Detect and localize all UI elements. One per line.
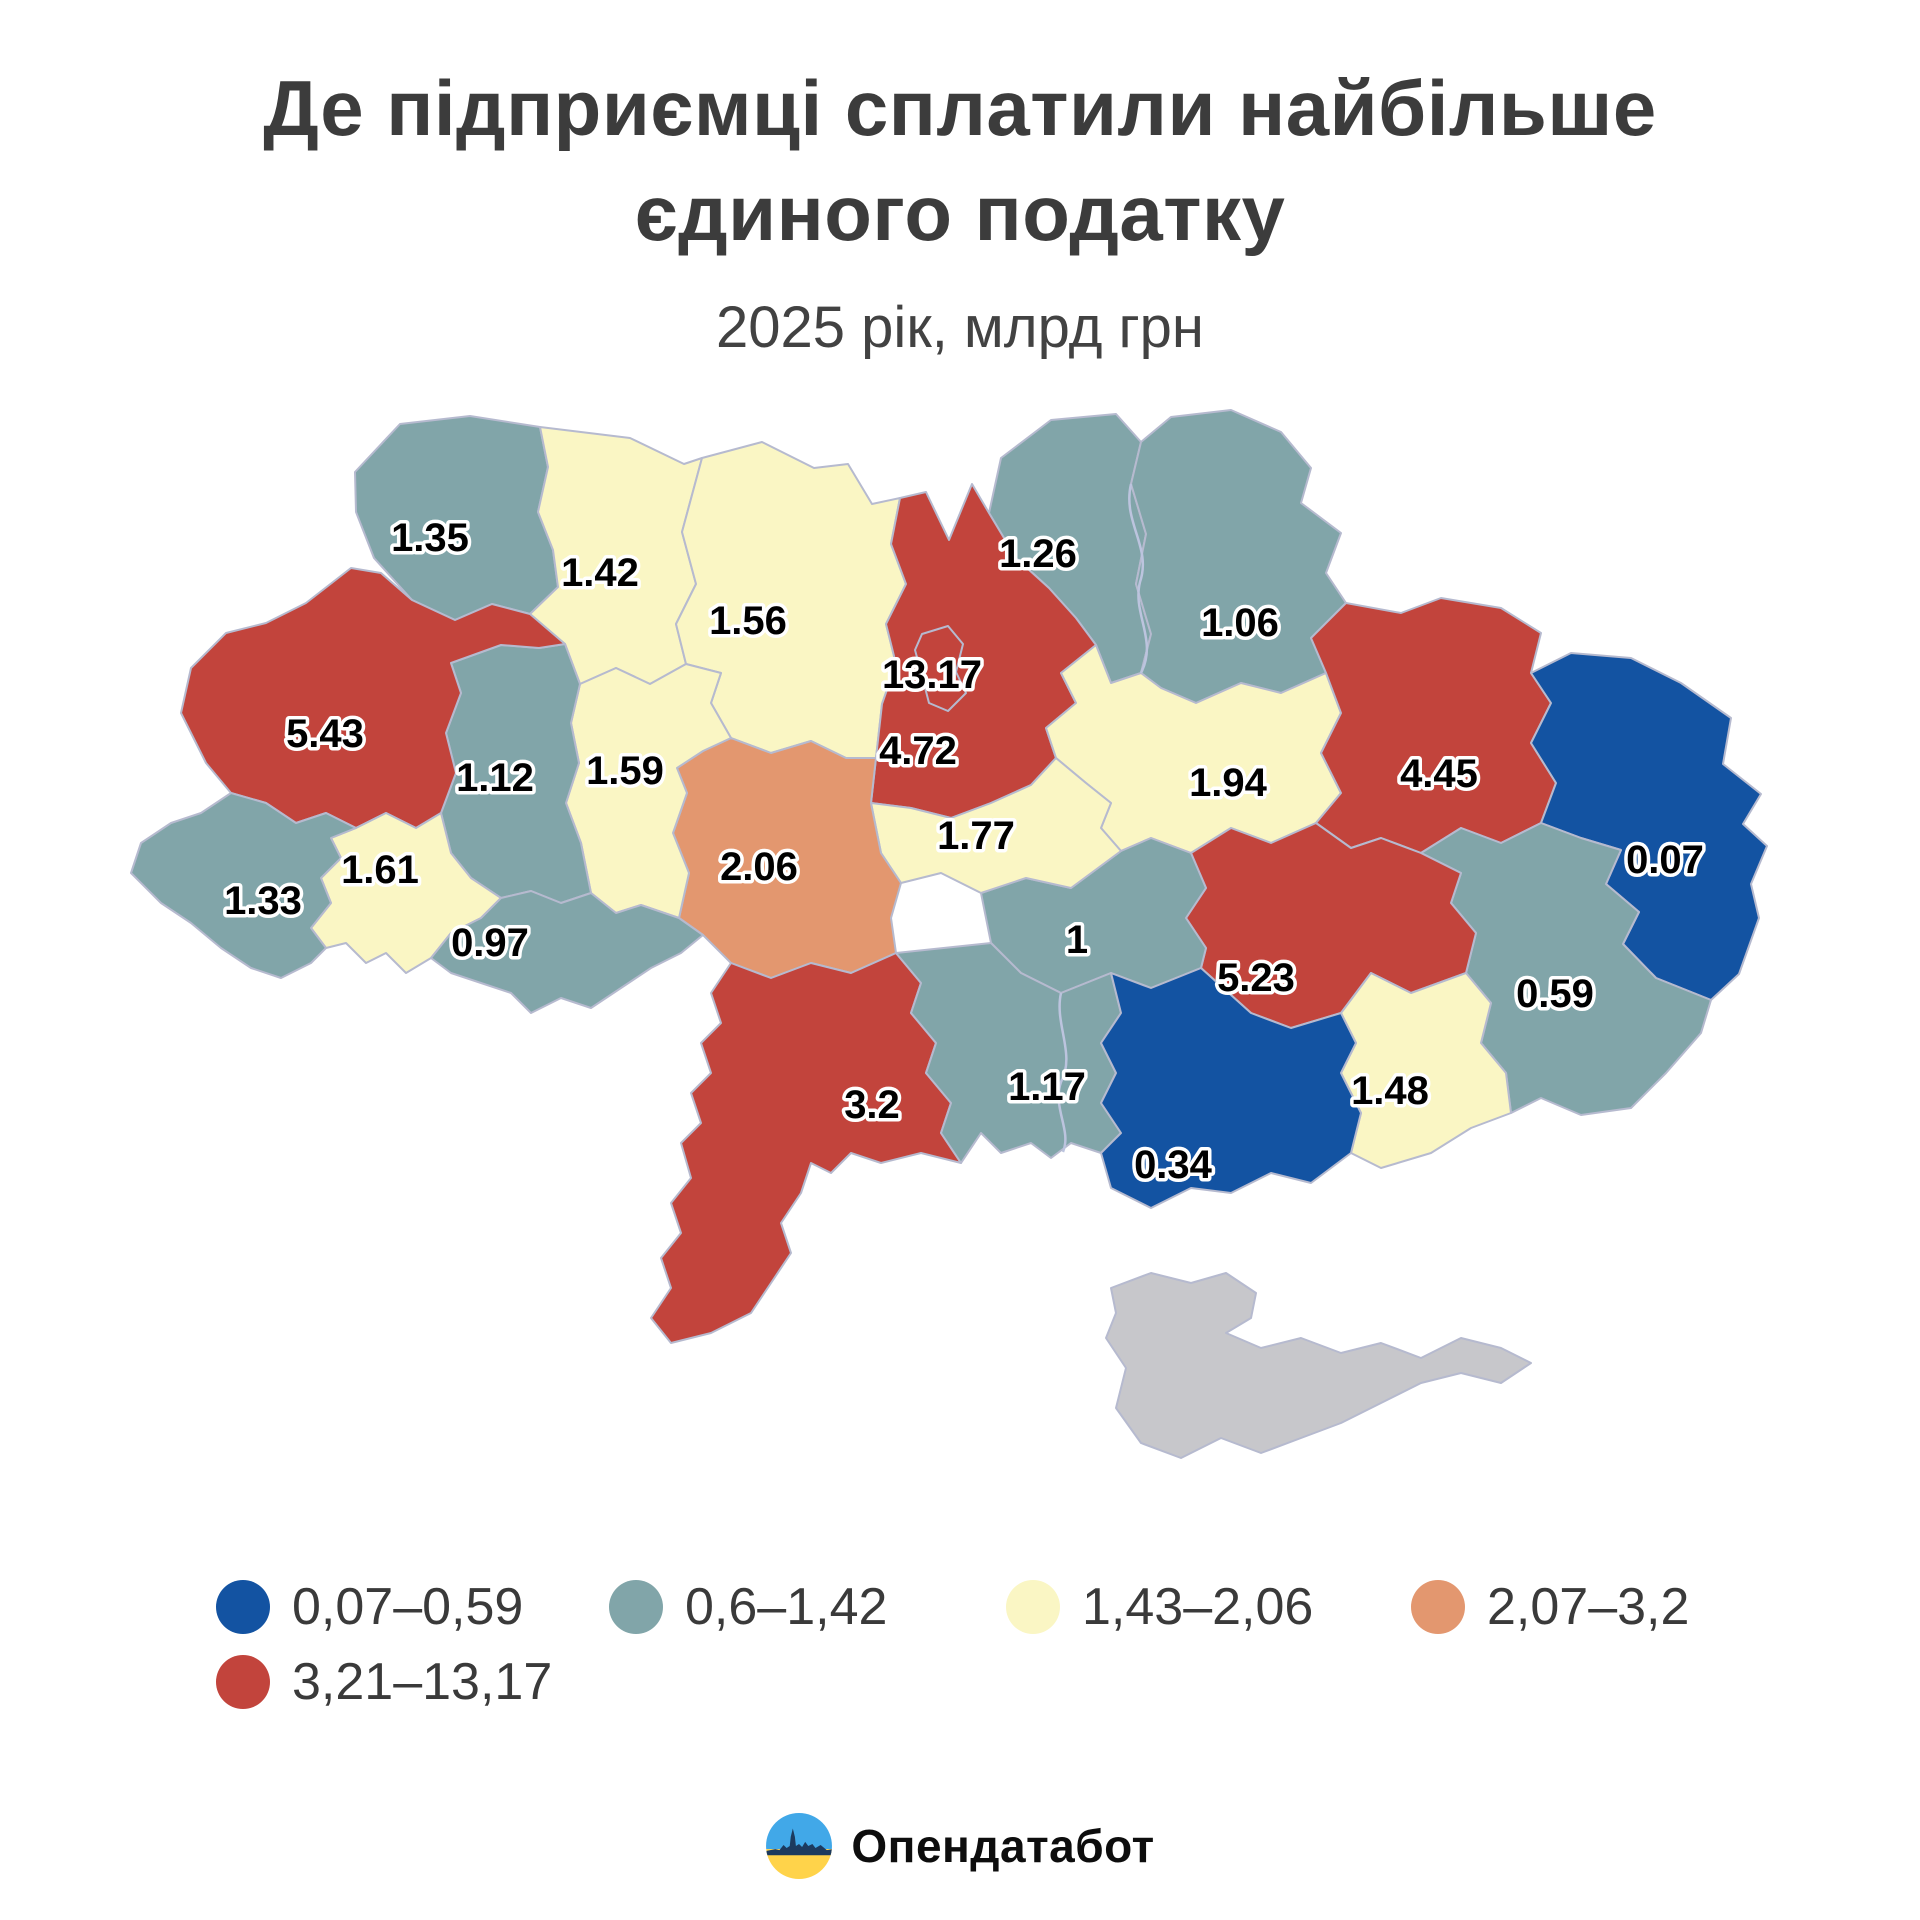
region-value-zhytomyr: 1.56 <box>709 599 787 643</box>
legend-item-3: 2,07–3,2 <box>1411 1577 1689 1637</box>
region-value-mykolaiv: 1.17 <box>1008 1065 1086 1109</box>
region-value-kharkiv: 4.45 <box>1400 752 1478 796</box>
region-value-luhansk: 0.07 <box>1626 838 1704 882</box>
legend-item-4: 3,21–13,17 <box>216 1652 552 1712</box>
region-luhansk <box>1530 652 1768 1001</box>
region-value-lviv: 5.43 <box>286 712 364 756</box>
region-value-kirovohrad: 1 <box>1066 918 1088 962</box>
page-title-line1: Де підприємці сплатили найбільше <box>263 64 1657 152</box>
page-title-line2: єдиного податку <box>634 169 1286 258</box>
region-value-rivne: 1.42 <box>561 551 639 595</box>
region-crimea <box>1105 1272 1532 1459</box>
region-value-cherkasy: 1.77 <box>937 814 1015 858</box>
legend-range-label: 3,21–13,17 <box>292 1653 553 1711</box>
legend-swatch <box>216 1580 270 1634</box>
region-sumy <box>1130 409 1347 704</box>
legend-range-label: 0,6–1,42 <box>685 1578 888 1636</box>
opendatabot-logo-icon <box>766 1813 833 1879</box>
region-value-odesa: 3.2 <box>844 1083 900 1127</box>
legend-swatch <box>1411 1580 1465 1634</box>
region-value-dnipro: 5.23 <box>1217 956 1295 1000</box>
legend-range-label: 0,07–0,59 <box>292 1578 524 1636</box>
legend-swatch <box>1006 1580 1060 1634</box>
legend-range-label: 1,43–2,06 <box>1082 1578 1314 1636</box>
legend-swatch <box>609 1580 663 1634</box>
region-value-zakarpattia: 1.33 <box>224 879 302 923</box>
region-value-zaporizhzhia: 1.48 <box>1351 1069 1429 1113</box>
legend-item-0: 0,07–0,59 <box>216 1577 523 1637</box>
region-mykolaiv <box>895 942 1122 1164</box>
legend-item-1: 0,6–1,42 <box>609 1577 887 1637</box>
region-value-kherson: 0.34 <box>1134 1143 1213 1187</box>
ukraine-choropleth-map: 1.35 1.42 1.56 1.26 1.06 4.72 1.94 4.45 0.07 0.59… <box>110 372 1830 1572</box>
region-value-kyiv-oblast: 4.72 <box>879 729 957 773</box>
region-value-kyiv-city: 13.17 <box>882 653 982 697</box>
region-value-ternopil: 1.12 <box>456 756 534 800</box>
region-value-donetsk: 0.59 <box>1516 972 1594 1016</box>
map-svg: 1.35 1.42 1.56 1.26 1.06 4.72 1.94 4.45 0.07 0.59… <box>130 409 1768 1459</box>
region-value-chernivtsi: 0.97 <box>451 921 529 965</box>
region-zakarpattia <box>130 792 357 979</box>
region-chernivtsi <box>430 890 704 1014</box>
region-kherson <box>1100 967 1362 1209</box>
region-value-volyn: 1.35 <box>391 516 469 560</box>
region-kharkiv <box>1310 597 1557 854</box>
brand-name: Опендатабот <box>851 1820 1155 1872</box>
header: Де підприємці сплатили найбільше єдиного… <box>0 52 1920 361</box>
legend-range-label: 2,07–3,2 <box>1487 1578 1690 1636</box>
legend-swatch <box>216 1655 270 1709</box>
region-value-chernihiv: 1.26 <box>999 532 1077 576</box>
river-line <box>1057 992 1068 1153</box>
footer-brand: Опендатабот <box>0 1806 1920 1886</box>
region-value-sumy: 1.06 <box>1201 601 1279 645</box>
region-cherkasy <box>870 757 1122 894</box>
region-value-vinnytsia: 2.06 <box>720 845 798 889</box>
river-line <box>1128 483 1149 674</box>
region-value-khmelnytskyi: 1.59 <box>586 749 664 793</box>
region-value-poltava: 1.94 <box>1189 761 1268 805</box>
region-value-ivano-frankivsk: 1.61 <box>341 848 419 892</box>
page-subtitle: 2025 рік, млрд грн <box>716 295 1204 361</box>
legend-item-2: 1,43–2,06 <box>1006 1577 1313 1637</box>
region-kyiv-city <box>914 625 967 712</box>
